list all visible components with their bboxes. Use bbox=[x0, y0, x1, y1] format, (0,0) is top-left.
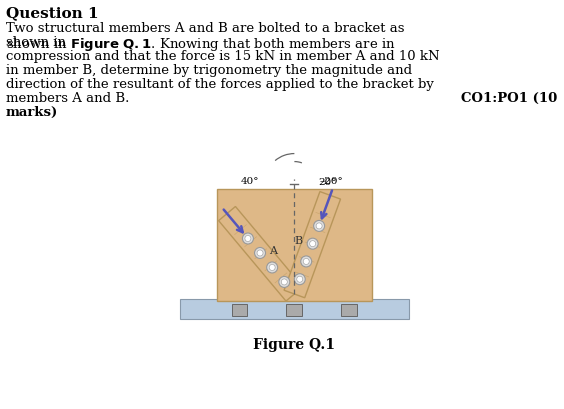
Polygon shape bbox=[179, 299, 409, 319]
Text: direction of the resultant of the forces applied to the bracket by: direction of the resultant of the forces… bbox=[6, 78, 434, 91]
Circle shape bbox=[254, 248, 266, 259]
Text: Two structural members A and B are bolted to a bracket as: Two structural members A and B are bolte… bbox=[6, 22, 404, 35]
Text: in member B, determine by trigonometry the magnitude and: in member B, determine by trigonometry t… bbox=[6, 64, 412, 77]
Text: compression and that the force is 15 kN in member A and 10 kN: compression and that the force is 15 kN … bbox=[6, 50, 439, 63]
Text: –20°: –20° bbox=[319, 177, 343, 186]
Text: Question 1: Question 1 bbox=[6, 6, 99, 20]
Circle shape bbox=[281, 279, 287, 285]
Circle shape bbox=[267, 262, 277, 273]
Text: B: B bbox=[294, 235, 302, 245]
Bar bbox=[231, 304, 248, 316]
Circle shape bbox=[279, 277, 290, 288]
Text: members A and B.: members A and B. bbox=[6, 92, 129, 105]
Text: 20°: 20° bbox=[318, 178, 337, 187]
Text: 40°: 40° bbox=[241, 177, 259, 186]
Text: Figure Q.1: Figure Q.1 bbox=[253, 337, 336, 351]
Circle shape bbox=[307, 238, 318, 249]
Circle shape bbox=[269, 265, 275, 271]
Circle shape bbox=[316, 223, 322, 229]
Circle shape bbox=[314, 221, 325, 232]
Circle shape bbox=[303, 259, 309, 265]
Text: A: A bbox=[270, 245, 277, 255]
Polygon shape bbox=[217, 189, 372, 301]
Polygon shape bbox=[284, 192, 341, 298]
Circle shape bbox=[301, 256, 312, 267]
Circle shape bbox=[257, 250, 263, 256]
Bar bbox=[287, 304, 302, 316]
Text: marks): marks) bbox=[6, 106, 58, 119]
Circle shape bbox=[310, 241, 316, 247]
Bar bbox=[341, 304, 357, 316]
Text: shown in: shown in bbox=[6, 36, 70, 49]
Circle shape bbox=[243, 234, 253, 245]
Circle shape bbox=[297, 276, 303, 283]
Circle shape bbox=[245, 236, 251, 242]
Text: CO1:PO1 (10: CO1:PO1 (10 bbox=[461, 92, 557, 105]
Text: shown in: shown in bbox=[6, 36, 70, 49]
Polygon shape bbox=[219, 207, 303, 301]
Circle shape bbox=[294, 274, 305, 285]
Text: shown in $\mathbf{Figure\ Q.1}$. Knowing that both members are in: shown in $\mathbf{Figure\ Q.1}$. Knowing… bbox=[6, 36, 395, 53]
